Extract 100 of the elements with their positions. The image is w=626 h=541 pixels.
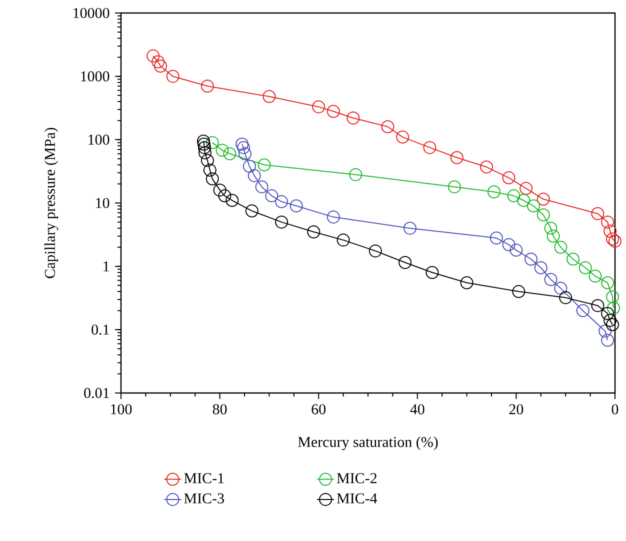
- point: [450, 151, 464, 164]
- point: [517, 194, 530, 207]
- point: [312, 100, 326, 114]
- y-tick-label: 1: [104, 261, 109, 272]
- point: [520, 182, 533, 195]
- point: [448, 180, 461, 194]
- point: [601, 334, 614, 347]
- x-axis-title: Mercury saturation (%): [298, 436, 438, 450]
- point: [237, 141, 250, 154]
- point: [236, 138, 249, 151]
- point: [206, 172, 219, 186]
- point: [536, 192, 550, 206]
- y-tick-label: 1000: [81, 71, 110, 82]
- point: [566, 252, 580, 266]
- point: [326, 210, 340, 224]
- point: [480, 160, 494, 174]
- point: [262, 90, 276, 104]
- point: [510, 244, 523, 257]
- point: [604, 314, 617, 327]
- point: [403, 222, 416, 235]
- point: [346, 111, 360, 124]
- point: [258, 158, 271, 172]
- point: [216, 144, 229, 157]
- point: [265, 189, 278, 202]
- point: [223, 147, 236, 160]
- point: [598, 324, 612, 338]
- point: [203, 164, 216, 177]
- y-tick-label: 10000: [74, 8, 110, 18]
- point: [166, 70, 180, 83]
- legend-label: MIC-1: [184, 473, 224, 484]
- point: [601, 216, 614, 229]
- point: [196, 134, 210, 148]
- point: [554, 240, 568, 254]
- x-tick-label: 40: [410, 404, 424, 414]
- y-tick-label: 10: [96, 198, 110, 208]
- point: [198, 141, 211, 154]
- point: [544, 222, 558, 235]
- point: [554, 282, 568, 295]
- point: [152, 55, 165, 68]
- point: [423, 141, 436, 154]
- x-tick-label: 20: [509, 404, 524, 414]
- point: [275, 216, 288, 229]
- point: [559, 291, 572, 304]
- point: [544, 272, 558, 286]
- point: [524, 252, 538, 266]
- point: [606, 290, 620, 304]
- x-tick-label: 80: [212, 404, 227, 414]
- point: [607, 301, 620, 314]
- point: [275, 195, 288, 208]
- x-tick-label: 0: [612, 404, 618, 414]
- point: [146, 49, 160, 62]
- point: [248, 169, 261, 182]
- point: [198, 146, 212, 160]
- point: [487, 185, 500, 198]
- legend-label: MIC-2: [336, 473, 377, 484]
- point: [381, 120, 394, 134]
- point: [460, 276, 474, 290]
- point: [606, 318, 620, 332]
- point: [576, 304, 590, 318]
- point: [588, 270, 602, 283]
- legend-label: MIC-4: [336, 493, 378, 504]
- y-tick-label: 100: [88, 134, 110, 145]
- point: [546, 230, 560, 243]
- point: [512, 285, 526, 298]
- point: [536, 208, 550, 222]
- point: [218, 189, 232, 202]
- x-tick-label: 100: [111, 404, 132, 414]
- point: [242, 160, 256, 173]
- point: [336, 234, 350, 247]
- point: [200, 80, 214, 93]
- point: [255, 180, 268, 194]
- point: [507, 189, 520, 202]
- point: [490, 232, 503, 245]
- y-axis-title: Capillary pressure (MPa): [44, 128, 58, 278]
- x-tick-label: 60: [312, 404, 326, 414]
- point: [591, 207, 604, 220]
- point: [200, 154, 214, 167]
- legend-label: MIC-3: [184, 493, 224, 504]
- point: [526, 199, 540, 212]
- point: [238, 147, 252, 160]
- point: [591, 299, 604, 312]
- point: [154, 60, 168, 73]
- point: [245, 204, 258, 218]
- point: [604, 224, 617, 238]
- point: [326, 104, 340, 118]
- y-tick-label: 0.1: [92, 324, 109, 335]
- point: [601, 276, 614, 290]
- point: [601, 307, 614, 320]
- point: [226, 194, 239, 207]
- point: [307, 225, 320, 238]
- point: [502, 171, 516, 184]
- point: [206, 136, 219, 150]
- point: [426, 266, 439, 279]
- point: [398, 256, 412, 269]
- point: [349, 168, 362, 182]
- point: [578, 261, 592, 274]
- point: [290, 199, 303, 212]
- point: [368, 244, 382, 258]
- point: [502, 238, 516, 252]
- point: [534, 261, 548, 274]
